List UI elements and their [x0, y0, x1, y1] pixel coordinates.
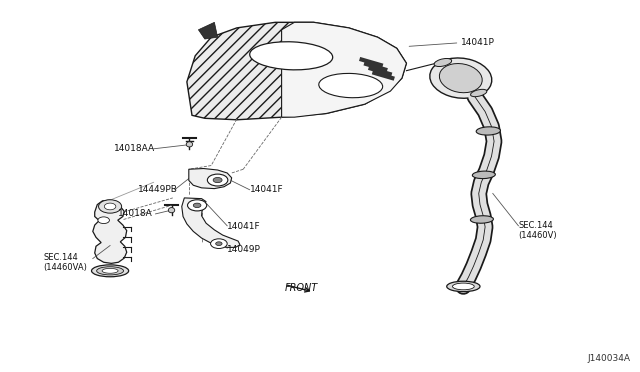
- Circle shape: [188, 200, 207, 211]
- Ellipse shape: [102, 268, 118, 273]
- Text: SEC.144
(14460V): SEC.144 (14460V): [518, 221, 557, 240]
- Ellipse shape: [447, 281, 480, 292]
- Text: 14449PB: 14449PB: [138, 185, 177, 194]
- Ellipse shape: [319, 73, 383, 98]
- Polygon shape: [182, 198, 240, 247]
- Polygon shape: [189, 169, 232, 189]
- Circle shape: [211, 239, 227, 248]
- Ellipse shape: [186, 142, 193, 147]
- Text: 14041F: 14041F: [227, 222, 261, 231]
- Ellipse shape: [472, 171, 495, 179]
- Polygon shape: [282, 22, 406, 117]
- Circle shape: [98, 217, 109, 224]
- Ellipse shape: [92, 265, 129, 277]
- Polygon shape: [187, 22, 406, 120]
- Ellipse shape: [470, 89, 487, 97]
- Ellipse shape: [434, 58, 452, 67]
- Polygon shape: [93, 200, 127, 263]
- Circle shape: [207, 174, 228, 186]
- Text: FRONT: FRONT: [285, 283, 318, 293]
- Ellipse shape: [452, 283, 474, 290]
- Text: J140034A: J140034A: [588, 354, 630, 363]
- Text: 14018AA: 14018AA: [114, 144, 155, 153]
- Ellipse shape: [97, 267, 124, 275]
- Text: 14041P: 14041P: [461, 38, 495, 47]
- Text: SEC.144
(14460VA): SEC.144 (14460VA): [44, 253, 88, 272]
- Circle shape: [193, 203, 201, 208]
- Ellipse shape: [476, 127, 500, 135]
- Polygon shape: [198, 22, 218, 39]
- Circle shape: [213, 177, 222, 183]
- Text: 14018A: 14018A: [118, 209, 153, 218]
- Ellipse shape: [430, 58, 492, 98]
- Ellipse shape: [250, 42, 333, 70]
- Ellipse shape: [168, 208, 175, 213]
- Text: 14049P: 14049P: [227, 245, 261, 254]
- Text: 14041F: 14041F: [250, 185, 284, 194]
- Circle shape: [104, 203, 116, 210]
- Ellipse shape: [470, 216, 493, 223]
- Circle shape: [216, 242, 222, 246]
- Ellipse shape: [440, 64, 482, 93]
- Circle shape: [99, 200, 122, 213]
